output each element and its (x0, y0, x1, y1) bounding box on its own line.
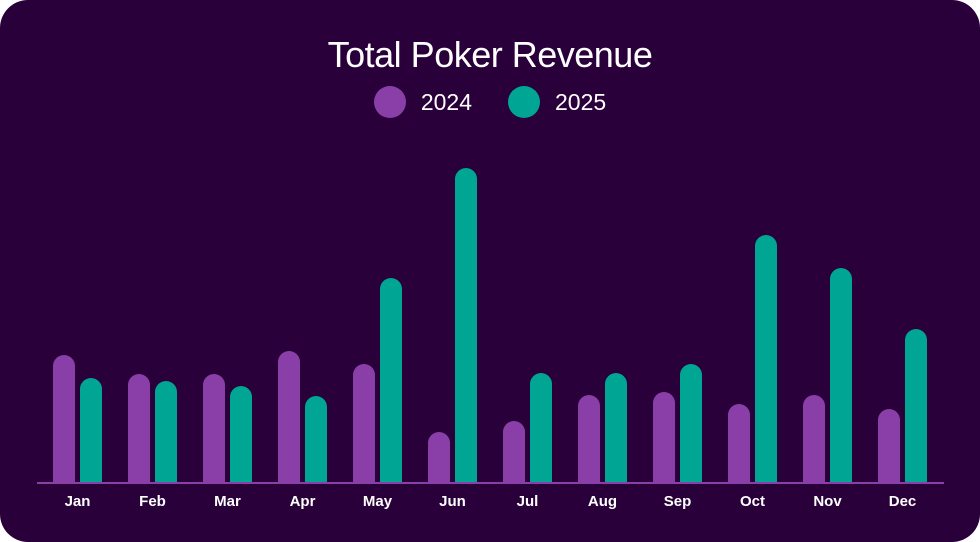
legend: 2024 2025 (0, 86, 980, 118)
x-tick-jul: Jul (517, 493, 539, 510)
bar-2024-may[interactable] (353, 364, 375, 482)
bars-group (53, 168, 927, 482)
x-tick-sep: Sep (664, 493, 692, 510)
x-tick-dec: Dec (889, 493, 917, 510)
x-tick-jan: Jan (65, 493, 91, 510)
legend-swatch-2025 (508, 86, 540, 118)
x-tick-oct: Oct (740, 493, 765, 510)
bar-2024-aug[interactable] (578, 395, 600, 482)
x-tick-nov: Nov (813, 493, 842, 510)
legend-item-2025[interactable]: 2025 (508, 86, 606, 118)
x-tick-feb: Feb (139, 493, 166, 510)
x-tick-labels: Jan Feb Mar Apr May Jun Jul Aug Sep Oct Nov Dec (65, 493, 917, 510)
x-tick-may: May (363, 493, 393, 510)
x-tick-apr: Apr (290, 493, 316, 510)
bar-2025-nov[interactable] (830, 268, 852, 482)
bar-2025-jun[interactable] (455, 168, 477, 482)
bar-2024-apr[interactable] (278, 351, 300, 482)
bar-2025-apr[interactable] (305, 396, 327, 482)
x-tick-mar: Mar (214, 493, 241, 510)
bar-2024-jun[interactable] (428, 432, 450, 482)
bar-2024-feb[interactable] (128, 374, 150, 482)
bar-2025-sep[interactable] (680, 364, 702, 482)
bar-2024-dec[interactable] (878, 409, 900, 482)
bar-2025-mar[interactable] (230, 386, 252, 482)
legend-label-2024: 2024 (420, 88, 472, 115)
chart-title: Total Poker Revenue (327, 34, 653, 75)
bar-2025-jul[interactable] (530, 373, 552, 482)
bar-2024-jul[interactable] (503, 421, 525, 482)
legend-item-2024[interactable]: 2024 (373, 86, 472, 118)
bar-2025-dec[interactable] (905, 329, 927, 482)
bar-2025-may[interactable] (380, 278, 402, 482)
bar-2024-nov[interactable] (803, 395, 825, 482)
bar-2025-aug[interactable] (605, 373, 627, 482)
legend-swatch-2024 (373, 86, 406, 118)
x-tick-aug: Aug (588, 493, 617, 510)
legend-label-2025: 2025 (555, 88, 607, 115)
bar-2025-jan[interactable] (80, 378, 102, 482)
x-tick-jun: Jun (439, 493, 466, 510)
bar-2024-mar[interactable] (203, 374, 225, 482)
bar-2025-oct[interactable] (755, 235, 777, 482)
bar-2025-feb[interactable] (155, 381, 177, 482)
bar-2024-jan[interactable] (53, 355, 75, 482)
bar-2024-sep[interactable] (653, 392, 675, 482)
bar-2024-oct[interactable] (728, 404, 750, 482)
